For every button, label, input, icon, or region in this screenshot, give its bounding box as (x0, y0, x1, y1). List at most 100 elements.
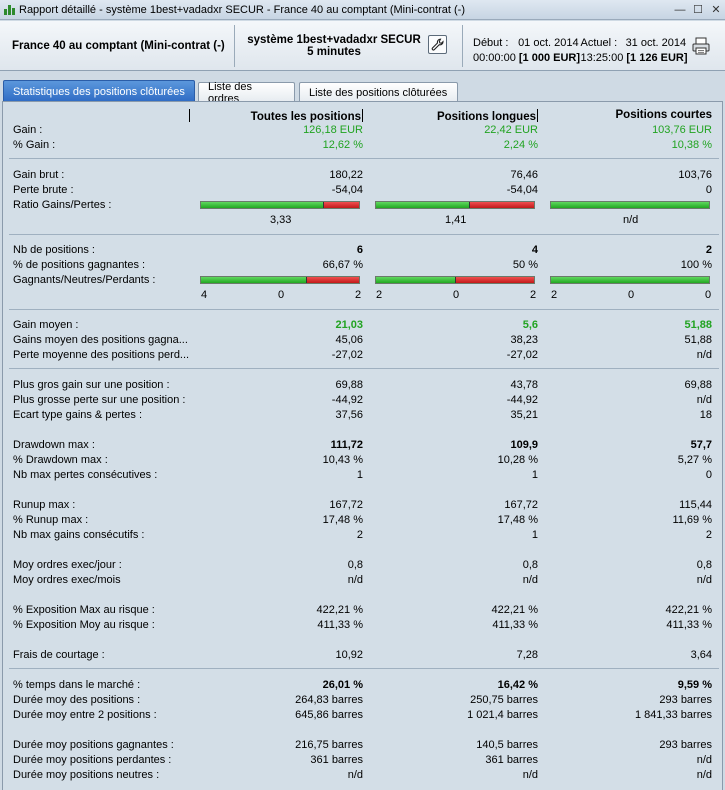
row-label: Durée moy positions perdantes : (13, 754, 172, 766)
gnp-bar-long-loss (456, 277, 534, 283)
window-titlebar: Rapport détaillé - système 1best+vadadxr… (0, 0, 725, 20)
close-button[interactable]: ✕ (711, 4, 721, 16)
value-long: 411,33 % (492, 619, 538, 631)
row-nb-pertes-consecutives: Nb max pertes consécutives : 1 1 0 (3, 468, 722, 483)
ratio-bar-long (375, 201, 535, 209)
value-all: 645,86 barres (295, 709, 363, 721)
value-long: 361 barres (485, 754, 538, 766)
row-label: Moy ordres exec/mois (13, 574, 121, 586)
row-label: % Exposition Max au risque : (13, 604, 155, 616)
value-all: 111,72 (330, 439, 363, 451)
row-label: Runup max : (13, 499, 76, 511)
column-header-all-label: Toutes les positions (250, 111, 361, 123)
value-short: 100 % (680, 259, 712, 271)
row-ratio: Ratio Gains/Pertes : (3, 198, 722, 213)
row-label: Durée moy entre 2 positions : (13, 709, 157, 721)
value-all: 17,48 % (322, 514, 363, 526)
value-long: -54,04 (506, 184, 538, 196)
row-gain: Gain : 126,18 EUR 22,42 EUR 103,76 EUR (3, 123, 722, 138)
value-all: 126,18 EUR (303, 124, 363, 136)
row-ecart-type: Ecart type gains & pertes : 37,56 35,21 … (3, 408, 722, 423)
ratio-value-long: 1,41 (445, 214, 467, 226)
row-duree-moy-positions: Durée moy des positions : 264,83 barres … (3, 693, 722, 708)
row-pct-runup: % Runup max : 17,48 % 17,48 % 11,69 % (3, 513, 722, 528)
value-short: 57,7 (690, 439, 712, 451)
row-label: Nb max pertes consécutives : (13, 469, 158, 481)
row-perte-moyenne: Perte moyenne des positions perd... -27,… (3, 348, 722, 363)
row-gains-moy-gagnantes: Gains moyen des positions gagna... 45,06… (3, 333, 722, 348)
tab-closed-positions-stats[interactable]: Statistiques des positions clôturées (3, 80, 195, 102)
value-all: -44,92 (331, 394, 363, 406)
tab-orders-list[interactable]: Liste des ordres (198, 81, 295, 105)
row-moy-ordres-mois: Moy ordres exec/mois n/d n/d n/d (3, 573, 722, 588)
row-label: Durée moy des positions : (13, 694, 141, 706)
value-long: 10,28 % (497, 454, 538, 466)
value-all: 180,22 (329, 169, 363, 181)
row-gain-brut: Gain brut : 180,22 76,46 103,76 (3, 168, 722, 183)
row-gain-moyen: Gain moyen : 21,03 5,6 51,88 (3, 318, 722, 333)
date-range: Début : 01 oct. 2014 00:00:00 [1 000 EUR… (473, 21, 688, 71)
row-pct-gain: % Gain : 12,62 % 2,24 % 10,38 % (3, 138, 722, 153)
settings-wrench-button[interactable] (428, 35, 447, 54)
print-button[interactable] (691, 36, 711, 56)
value-short: 2 (705, 529, 712, 541)
value-short: 115,44 (679, 499, 712, 511)
chart-app-icon (4, 4, 15, 16)
row-pct-gagnantes: % de positions gagnantes : 66,67 % 50 % … (3, 258, 722, 273)
gnp-bar-all-win (201, 277, 307, 283)
row-label: Plus grosse perte sur une position : (13, 394, 186, 406)
value-long: 5,6 (522, 319, 538, 331)
value-short: n/d (696, 574, 712, 586)
row-expo-max: % Exposition Max au risque : 422,21 % 42… (3, 603, 722, 618)
value-short: n/d (696, 754, 712, 766)
ratio-bar-all (200, 201, 360, 209)
value-all: 422,21 % (316, 604, 363, 616)
value-all: 361 barres (310, 754, 363, 766)
row-label: Durée moy positions gagnantes : (13, 739, 174, 751)
maximize-button[interactable]: ☐ (693, 4, 703, 16)
value-short: 51,88 (684, 334, 712, 346)
row-label: Drawdown max : (13, 439, 95, 451)
row-plus-grosse-perte: Plus grosse perte sur une position : -44… (3, 393, 722, 408)
system-timeframe: 5 minutes (307, 46, 361, 58)
value-long: -27,02 (506, 349, 538, 361)
value-short: 10,38 % (671, 139, 712, 151)
row-label: Gains moyen des positions gagna... (13, 334, 188, 346)
gnp-bar-all (200, 276, 360, 284)
start-capital: [1 000 EUR] (518, 52, 581, 64)
ratio-bar-long-loss (469, 202, 534, 208)
value-long: 43,78 (510, 379, 538, 391)
value-long: 7,28 (516, 649, 538, 661)
value-long: 22,42 EUR (484, 124, 538, 136)
value-all: 12,62 % (322, 139, 363, 151)
value-all: 45,06 (335, 334, 363, 346)
row-label: % temps dans le marché : (13, 679, 141, 691)
gnp-short-losers: 0 (705, 289, 712, 301)
current-date: 31 oct. 2014 13:25:00 (580, 37, 687, 64)
tab-closed-positions-list[interactable]: Liste des positions clôturées (299, 82, 458, 102)
row-runup-max: Runup max : 167,72 167,72 115,44 (3, 498, 722, 513)
row-label: % Runup max : (13, 514, 89, 526)
value-long: 0,8 (522, 559, 538, 571)
row-label: Plus gros gain sur une position : (13, 379, 170, 391)
value-all: 1 (356, 469, 363, 481)
value-long: 1 (531, 529, 538, 541)
ratio-bar-short (550, 201, 710, 209)
value-long: 38,23 (510, 334, 538, 346)
value-long: 76,46 (510, 169, 538, 181)
value-long: -44,92 (506, 394, 538, 406)
gnp-bar-long (375, 276, 535, 284)
value-short: 422,21 % (665, 604, 712, 616)
gnp-bar-short-win (551, 277, 709, 283)
value-all: n/d (347, 574, 363, 586)
value-long: 422,21 % (491, 604, 538, 616)
gnp-all-losers: 2 (355, 289, 362, 301)
value-long: 4 (531, 244, 538, 256)
value-long: 167,72 (504, 499, 538, 511)
minimize-button[interactable]: — (674, 3, 686, 16)
row-moy-ordres-jour: Moy ordres exec/jour : 0,8 0,8 0,8 (3, 558, 722, 573)
value-long: 50 % (512, 259, 538, 271)
value-long: 140,5 barres (476, 739, 538, 751)
value-short: 293 barres (659, 694, 712, 706)
value-long: 250,75 barres (470, 694, 538, 706)
